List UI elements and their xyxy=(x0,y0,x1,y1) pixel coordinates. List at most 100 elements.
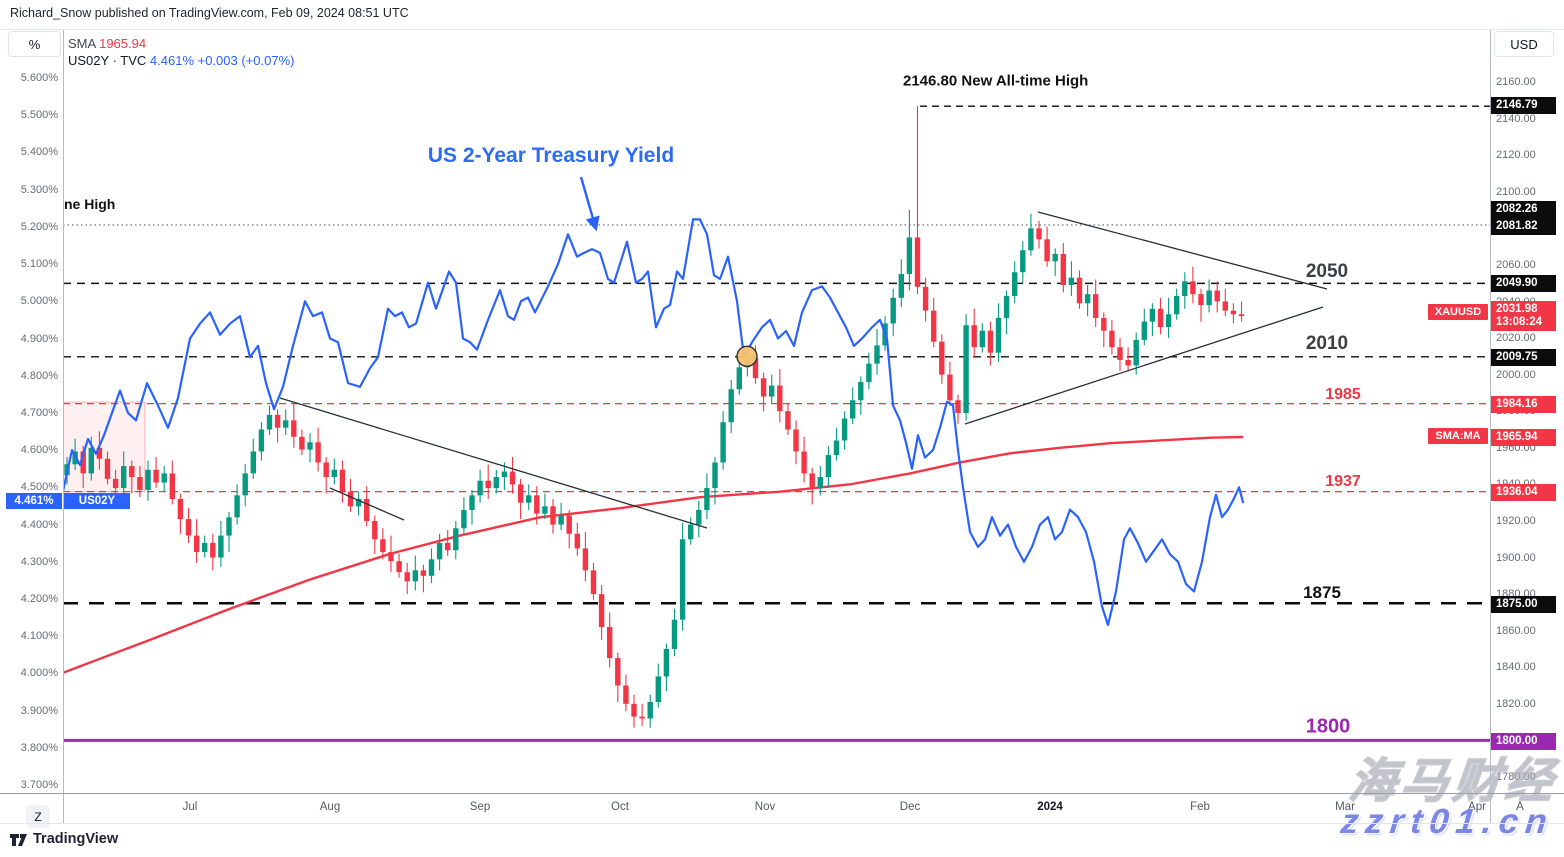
x-axis-label-Apr[interactable]: Apr xyxy=(1468,801,1486,813)
footer-separator xyxy=(0,823,1564,824)
sma-line[interactable] xyxy=(63,435,1244,674)
series-tag-XAUUSD[interactable]: XAUUSD xyxy=(1428,304,1488,320)
left-axis-border[interactable] xyxy=(63,30,64,823)
right-axis-unit-button[interactable]: USD xyxy=(1494,31,1554,57)
left-axis-unit-button[interactable]: % xyxy=(8,31,61,57)
annotation-arrow[interactable] xyxy=(579,176,600,232)
level-label-1985[interactable]: 1985 xyxy=(1325,386,1361,403)
candle-body xyxy=(1230,310,1237,315)
candle-body xyxy=(1060,253,1066,286)
chart-canvas[interactable] xyxy=(0,0,1564,830)
trendline-3[interactable] xyxy=(964,306,1324,425)
level-label-1937[interactable]: 1937 xyxy=(1325,473,1361,490)
left-axis-tick[interactable]: 5.400% xyxy=(20,146,58,159)
candle-body xyxy=(793,429,799,452)
right-axis-tick[interactable]: 2020.00 xyxy=(1496,332,1536,345)
trendline-2[interactable] xyxy=(1037,211,1328,290)
left-axis-tick[interactable]: 3.700% xyxy=(20,779,58,791)
left-axis-tick[interactable]: 3.900% xyxy=(20,704,58,717)
publication-title: Richard_Snow published on TradingView.co… xyxy=(10,6,409,20)
right-axis-tick[interactable]: 2060.00 xyxy=(1496,258,1536,271)
left-axis-tick[interactable]: 4.800% xyxy=(20,369,58,382)
left-axis-tick[interactable]: 4.600% xyxy=(20,444,58,457)
trendline-1[interactable] xyxy=(329,487,405,521)
x-axis-label-Nov[interactable]: Nov xyxy=(754,801,776,813)
left-axis-tick[interactable]: 3.800% xyxy=(20,741,58,754)
price-label-2031.98: 2031.98 13:08:24 xyxy=(1491,301,1556,331)
legend-symbol-row[interactable]: US02Y · TVC 4.461% +0.003 (+0.07%) xyxy=(68,52,294,69)
right-axis-tick[interactable]: 1920.00 xyxy=(1496,514,1536,527)
left-axis-tick[interactable]: 4.300% xyxy=(20,555,58,568)
timezone-button[interactable]: Z xyxy=(26,805,50,828)
candle-body xyxy=(436,542,443,560)
x-axis-label-Jul[interactable]: Jul xyxy=(182,801,198,813)
level-label-1875[interactable]: 1875 xyxy=(1303,583,1341,602)
candle-body xyxy=(453,528,459,551)
candle-body xyxy=(971,325,977,348)
left-axis-tick[interactable]: 5.300% xyxy=(20,183,58,196)
candle-body xyxy=(1003,295,1010,318)
right-axis-tick[interactable]: 1840.00 xyxy=(1496,661,1536,674)
right-axis-tick[interactable]: 1780.00 xyxy=(1496,771,1536,783)
price-label-1875.00: 1875.00 xyxy=(1491,595,1556,613)
tradingview-logo-text: TradingView xyxy=(33,831,119,847)
x-axis-label-Sep[interactable]: Sep xyxy=(469,801,491,813)
circle-marker[interactable] xyxy=(736,345,758,368)
right-axis-tick[interactable]: 1860.00 xyxy=(1496,624,1536,637)
yield-title-note[interactable]: US 2-Year Treasury Yield xyxy=(427,144,675,167)
candle-body xyxy=(542,506,548,514)
x-axis-label-Dec[interactable]: Dec xyxy=(899,801,921,813)
right-axis-tick[interactable]: 2160.00 xyxy=(1496,76,1536,88)
candle-body xyxy=(1141,321,1147,340)
trendline-0[interactable] xyxy=(279,397,708,529)
left-axis-tick[interactable]: 4.200% xyxy=(20,592,58,605)
candle-body xyxy=(574,533,580,549)
level-label-2010[interactable]: 2010 xyxy=(1305,333,1349,354)
right-axis-tick[interactable]: 2100.00 xyxy=(1496,185,1536,198)
x-axis-label-Aug[interactable]: Aug xyxy=(319,801,341,813)
left-axis-tick[interactable]: 5.100% xyxy=(20,258,58,271)
legend-sma-row[interactable]: SMA 1965.94 xyxy=(68,35,294,52)
candle-body xyxy=(825,455,832,478)
level-label-1800[interactable]: 1800 xyxy=(1305,715,1351,738)
x-axis-label-Feb[interactable]: Feb xyxy=(1190,801,1210,813)
left-axis-tick[interactable]: 4.500% xyxy=(20,481,58,494)
series-tag-SMA:MA[interactable]: SMA:MA xyxy=(1428,428,1488,444)
right-axis-tick[interactable]: 1900.00 xyxy=(1496,551,1536,564)
left-axis-tick[interactable]: 5.000% xyxy=(20,295,58,308)
right-axis-tick[interactable]: 2000.00 xyxy=(1496,368,1536,381)
yield-line[interactable] xyxy=(63,218,1245,627)
candle-body xyxy=(396,561,402,573)
x-axis-label-Mar[interactable]: Mar xyxy=(1335,801,1355,813)
left-axis-tick[interactable]: 5.500% xyxy=(20,109,58,122)
tradingview-logo[interactable]: TradingView xyxy=(10,831,118,847)
candle-body xyxy=(104,458,111,479)
candle-body xyxy=(477,480,483,496)
right-axis-border[interactable] xyxy=(1490,30,1491,823)
x-axis-label-Oct[interactable]: Oct xyxy=(611,801,629,813)
right-axis-tick[interactable]: 1820.00 xyxy=(1496,697,1536,710)
right-axis-tick[interactable]: 2120.00 xyxy=(1496,149,1536,162)
sma-label: SMA xyxy=(68,36,96,51)
left-axis-tick[interactable]: 4.900% xyxy=(20,332,58,345)
left-axis-tick[interactable]: 4.000% xyxy=(20,667,58,680)
level-label-2050[interactable]: 2050 xyxy=(1305,261,1349,282)
us02y-series-tag[interactable]: US02Y xyxy=(64,493,130,509)
candle-body xyxy=(1238,314,1245,317)
candle-body xyxy=(177,499,184,520)
candle-body xyxy=(145,469,151,490)
all-time-high-note[interactable]: 2146.80 New All-time High xyxy=(903,72,1089,90)
clipped-note[interactable]: ne High xyxy=(64,196,116,212)
candle-body xyxy=(1174,295,1180,315)
x-axis-label-2024[interactable]: 2024 xyxy=(1037,801,1063,813)
left-axis-tick[interactable]: 5.200% xyxy=(20,220,58,233)
left-axis-tick[interactable]: 4.400% xyxy=(20,518,58,531)
left-axis-tick[interactable]: 4.100% xyxy=(20,630,58,643)
left-axis-tick[interactable]: 4.700% xyxy=(20,406,58,419)
x-axis-label-A[interactable]: A xyxy=(1516,801,1524,813)
candle-body xyxy=(307,442,313,450)
plot-area[interactable] xyxy=(63,105,1490,742)
left-axis-tick[interactable]: 5.600% xyxy=(20,72,58,84)
right-axis-tick[interactable]: 2140.00 xyxy=(1496,112,1536,125)
